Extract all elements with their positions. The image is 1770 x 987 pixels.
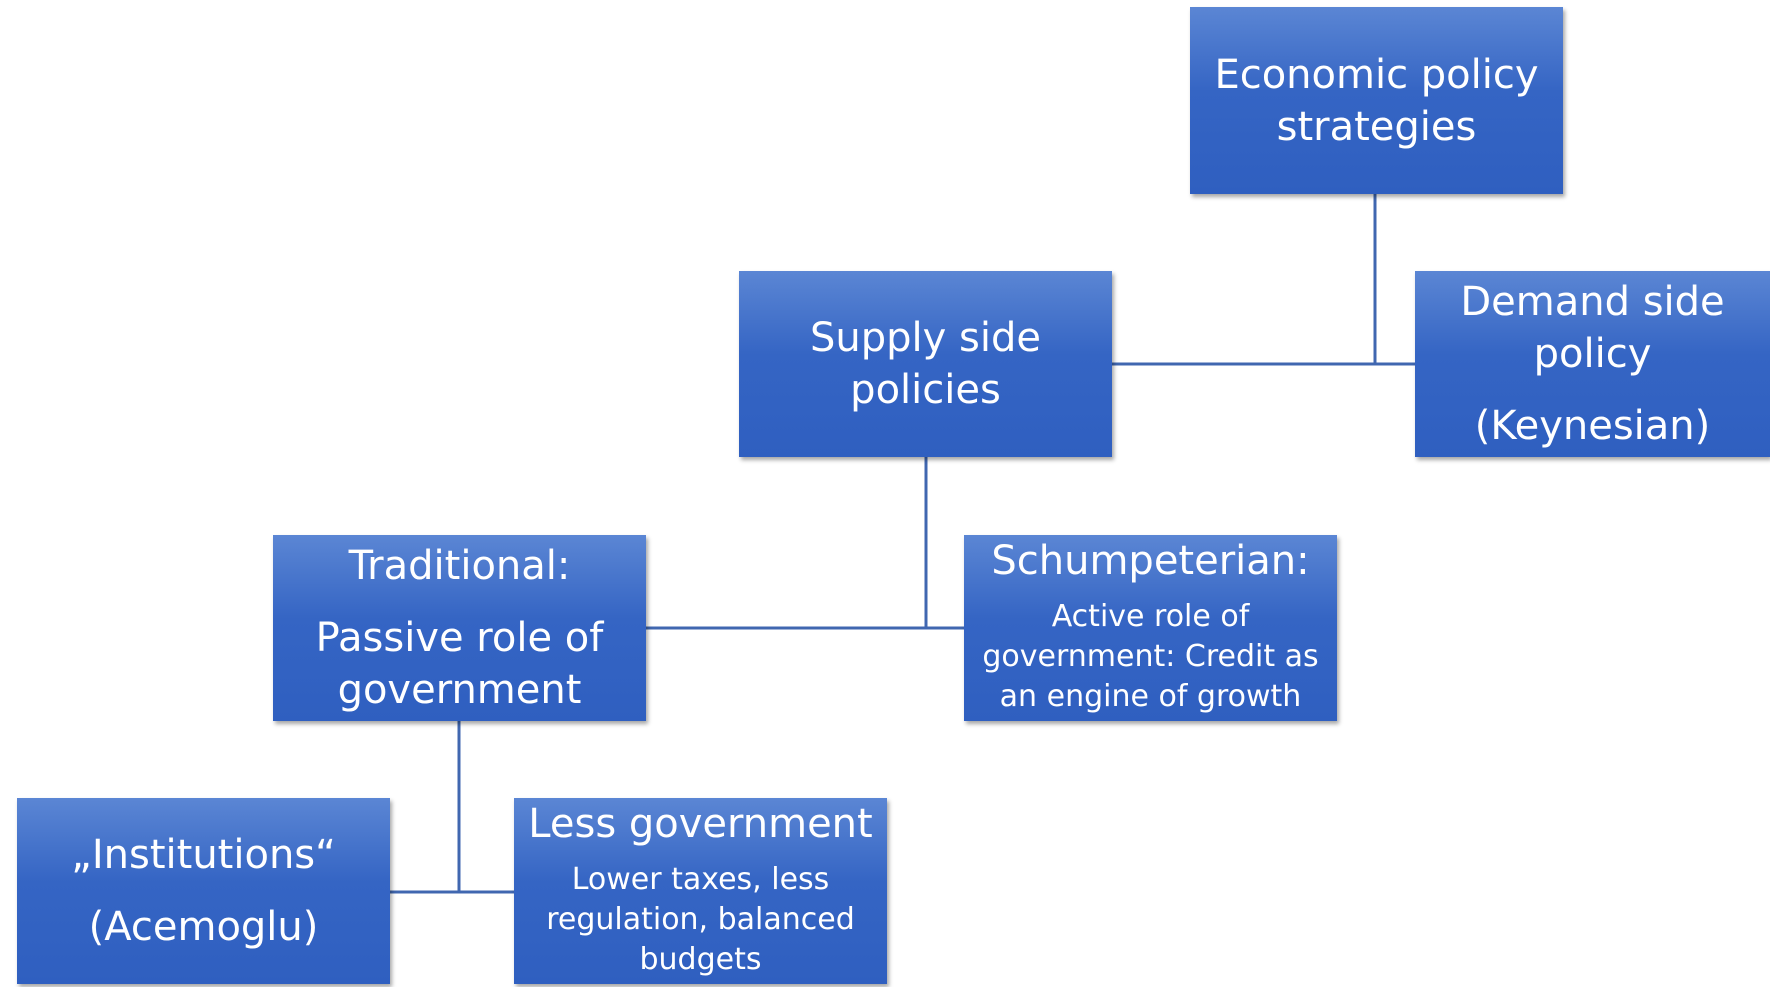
node-detail: (Acemoglu) [88, 904, 319, 950]
node: Supply side policies [739, 271, 1112, 457]
node-detail: Active role of government: Credit as an … [982, 599, 1319, 714]
node-label: Demand side policy [1460, 279, 1725, 377]
node-detail: Lower taxes, less regulation, balanced b… [546, 862, 855, 977]
node-label: Supply side policies [810, 315, 1041, 413]
node-label: Schumpeterian: [991, 538, 1310, 584]
node-detail: (Keynesian) [1474, 403, 1711, 449]
node-detail: Passive role of government [315, 615, 604, 713]
node-label: Traditional: [348, 543, 571, 589]
node: Traditional: Passive role of government [273, 535, 646, 721]
node: Schumpeterian: Active role of government… [964, 535, 1337, 721]
node: Demand side policy (Keynesian) [1415, 271, 1770, 457]
node-label: Economic policy strategies [1214, 51, 1539, 150]
node-label: Less government [528, 801, 873, 847]
node: Economic policy strategies [1190, 7, 1563, 194]
node-label: „Institutions“ [71, 832, 336, 878]
node: „Institutions“ (Acemoglu) [17, 798, 390, 984]
node: Less government Lower taxes, less regula… [514, 798, 887, 984]
